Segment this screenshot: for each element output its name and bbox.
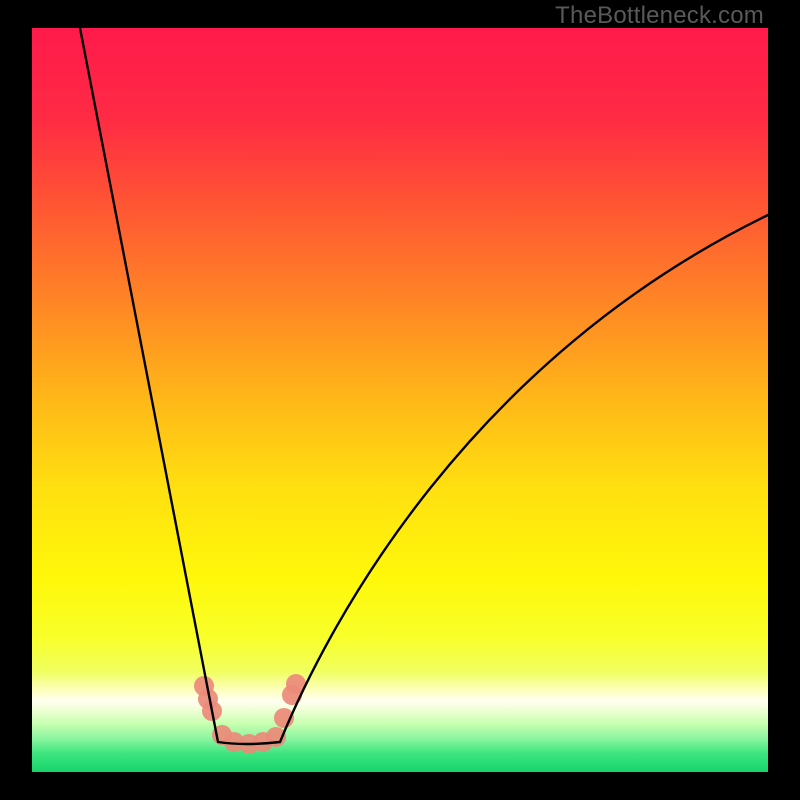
frame-bottom bbox=[0, 772, 800, 800]
scatter-group bbox=[194, 674, 306, 754]
bottleneck-curve bbox=[80, 28, 768, 744]
curve-layer bbox=[0, 0, 800, 800]
watermark-text: TheBottleneck.com bbox=[555, 2, 764, 30]
frame-left bbox=[0, 0, 32, 800]
frame-right bbox=[768, 0, 800, 800]
chart-stage: TheBottleneck.com bbox=[0, 0, 800, 800]
